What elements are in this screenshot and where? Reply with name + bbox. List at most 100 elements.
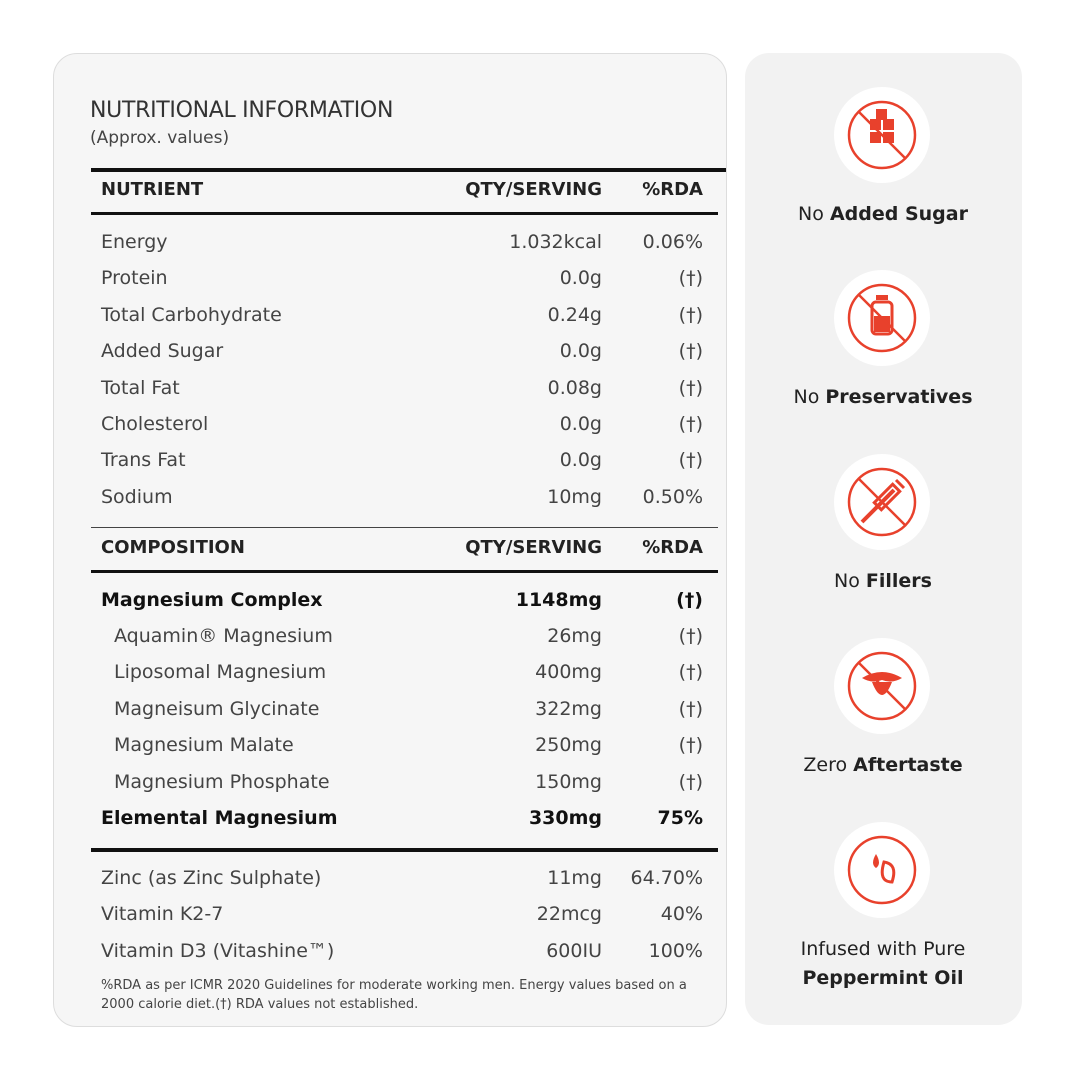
cell-rda: (†) <box>678 697 703 720</box>
cell-rda: (†) <box>678 303 703 326</box>
cell-rda: (†) <box>678 625 703 647</box>
cell-qty: 330mg <box>528 807 602 829</box>
cell-rda: (†) <box>678 734 703 757</box>
feature-caption: No Fillers <box>783 567 983 596</box>
cell-qty: 10mg <box>547 485 602 508</box>
feature-bold: Peppermint Oil <box>802 967 964 989</box>
table-row: Magnesium Complex 1148mg (†) <box>101 589 703 625</box>
feature-text: Infused with Pure <box>800 938 966 960</box>
cell-qty: 26mg <box>547 625 602 647</box>
table-row: Cholesterol 0.0g (†) <box>101 413 703 449</box>
table-row: Aquamin® Magnesium 26mg (†) <box>101 625 703 661</box>
cell-qty: 250mg <box>535 734 602 757</box>
cell-rda: %RDA <box>642 537 703 558</box>
feature-text: No <box>793 386 820 408</box>
cell-qty: 1148mg <box>515 589 602 611</box>
cell-qty: 0.24g <box>547 303 602 326</box>
cell-name: Vitamin K2-7 <box>101 903 224 926</box>
cell-rda: (†) <box>678 413 703 435</box>
cell-name: Liposomal Magnesium <box>114 661 327 684</box>
cell-qty: 0.08g <box>547 376 602 399</box>
cell-qty: 22mcg <box>536 903 602 926</box>
table-row: Zinc (as Zinc Sulphate) 11mg 64.70% <box>101 867 703 903</box>
cell-rda: 64.70% <box>630 867 703 889</box>
table-row: Protein 0.0g (†) <box>101 267 703 303</box>
table-row: Total Carbohydrate 0.24g (†) <box>101 304 703 340</box>
cell-name: Cholesterol <box>101 413 209 435</box>
feature-caption: Zero Aftertaste <box>783 751 983 780</box>
rule <box>91 848 718 852</box>
cell-name: Vitamin D3 (Vitashine™) <box>101 939 335 962</box>
cell-name: Protein <box>101 267 168 290</box>
cell-rda: (†) <box>678 340 703 363</box>
feature-icon <box>834 270 930 366</box>
feature-bold: Aftertaste <box>853 754 963 776</box>
subtitle: (Approx. values) <box>90 128 230 148</box>
feature-text: No <box>798 203 824 225</box>
cell-rda: (†) <box>678 376 703 399</box>
table-row: Sodium 10mg 0.50% <box>101 486 703 522</box>
cell-name: NUTRIENT <box>101 179 204 200</box>
feature-text: Zero <box>803 754 848 776</box>
feature-text: No <box>834 570 860 592</box>
table-row: Added Sugar 0.0g (†) <box>101 340 703 376</box>
cell-name: Magneisum Glycinate <box>114 697 320 720</box>
cell-qty: QTY/SERVING <box>465 537 602 558</box>
table-row: Trans Fat 0.0g (†) <box>101 449 703 485</box>
cell-name: Sodium <box>101 485 173 508</box>
cell-qty: 150mg <box>535 770 602 793</box>
cell-rda: (†) <box>678 661 703 684</box>
feature-caption: No Added Sugar <box>783 200 983 229</box>
cell-rda: 100% <box>648 939 703 962</box>
cell-rda: (†) <box>678 449 703 472</box>
feature-icon <box>834 822 930 918</box>
cell-rda: (†) <box>678 770 703 793</box>
table-row: Magnesium Phosphate 150mg (†) <box>101 771 703 807</box>
footnote: %RDA as per ICMR 2020 Guidelines for mod… <box>101 978 687 1012</box>
cell-rda: (†) <box>678 267 703 290</box>
cell-name: Energy <box>101 231 168 253</box>
cell-name: Total Fat <box>101 376 180 399</box>
cell-qty: 0.0g <box>559 340 602 363</box>
cell-name: Added Sugar <box>101 340 224 363</box>
rule <box>91 570 718 573</box>
feature-bold: Fillers <box>865 570 932 592</box>
feature-caption: No Preservatives <box>783 383 983 412</box>
cell-qty: 600IU <box>546 939 602 962</box>
table-row: Total Fat 0.08g (†) <box>101 377 703 413</box>
features-card: No Added Sugar No Preservatives No Fillers… <box>745 53 1022 1025</box>
cell-qty: 1.032kcal <box>509 231 602 253</box>
table-row: Magnesium Malate 250mg (†) <box>101 734 703 770</box>
cell-qty: 0.0g <box>559 449 602 472</box>
table-row: Energy 1.032kcal 0.06% <box>101 231 703 267</box>
title: NUTRITIONAL INFORMATION <box>90 98 394 123</box>
cell-name: Magnesium Malate <box>114 734 294 757</box>
cell-name: Magnesium Phosphate <box>114 770 330 793</box>
rule <box>91 168 726 172</box>
cell-qty: 0.0g <box>559 267 602 290</box>
table-row: Liposomal Magnesium 400mg (†) <box>101 661 703 697</box>
cell-qty: QTY/SERVING <box>465 179 602 200</box>
cell-rda: 0.50% <box>642 485 703 508</box>
cell-name: Magnesium Complex <box>101 589 323 611</box>
cell-name: Elemental Magnesium <box>101 807 338 829</box>
cell-rda: 40% <box>660 903 703 926</box>
cell-name: COMPOSITION <box>101 537 245 558</box>
feature-bold: Preservatives <box>825 386 973 408</box>
cell-name: Trans Fat <box>101 449 186 472</box>
cell-name: Aquamin® Magnesium <box>114 625 333 647</box>
table-row: COMPOSITION QTY/SERVING %RDA <box>101 537 703 573</box>
feature-caption: Infused with Pure Peppermint Oil <box>783 935 983 993</box>
feature-icon <box>834 638 930 734</box>
table-row: Elemental Magnesium 330mg 75% <box>101 807 703 843</box>
table-row: Vitamin K2-7 22mcg 40% <box>101 903 703 939</box>
feature-bold: Added Sugar <box>829 203 968 225</box>
cell-rda: (†) <box>676 589 703 611</box>
cell-name: Total Carbohydrate <box>101 303 282 326</box>
table-row: Magneisum Glycinate 322mg (†) <box>101 698 703 734</box>
cell-rda: %RDA <box>642 179 703 200</box>
nutrition-card: NUTRITIONAL INFORMATION (Approx. values)… <box>53 53 727 1027</box>
table-row: NUTRIENT QTY/SERVING %RDA <box>101 179 703 215</box>
rule <box>91 527 718 528</box>
